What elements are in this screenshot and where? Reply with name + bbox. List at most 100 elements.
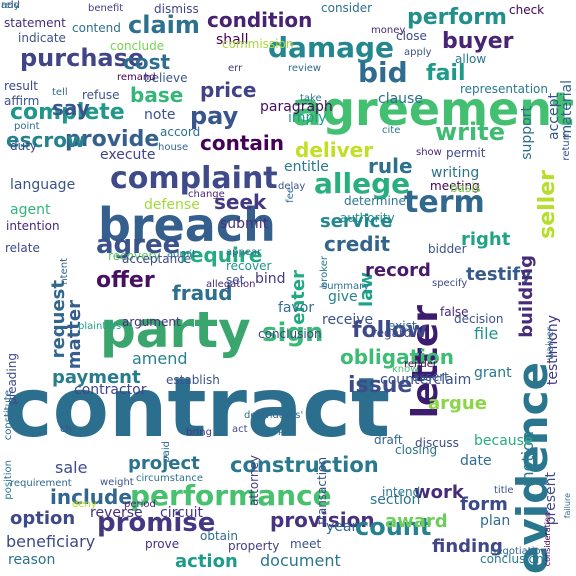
word: consideration bbox=[543, 512, 552, 567]
word: title bbox=[494, 485, 514, 496]
word: contract bbox=[4, 361, 391, 456]
word: condition bbox=[207, 8, 313, 32]
word: property bbox=[228, 539, 280, 553]
word: right bbox=[461, 229, 511, 250]
word: escrow bbox=[6, 128, 86, 152]
word: specify bbox=[432, 278, 468, 289]
word: provide bbox=[65, 127, 160, 152]
word: act bbox=[232, 424, 248, 435]
word: point bbox=[14, 121, 40, 132]
word: work bbox=[414, 482, 464, 503]
word: meeting bbox=[430, 179, 480, 193]
word: transaction bbox=[315, 457, 329, 525]
word: admit bbox=[167, 249, 196, 260]
word: construction bbox=[230, 453, 379, 477]
word: project bbox=[128, 453, 200, 474]
word: waiver bbox=[545, 327, 556, 361]
word: return bbox=[561, 130, 572, 161]
word: argument bbox=[122, 315, 181, 329]
word: review bbox=[288, 63, 322, 74]
word: requirement bbox=[10, 478, 72, 489]
word: apply bbox=[404, 47, 432, 58]
word: closing bbox=[395, 443, 438, 457]
word: shall bbox=[216, 32, 249, 48]
word: pay bbox=[190, 102, 239, 130]
word: permit bbox=[446, 146, 486, 160]
word: attorney bbox=[247, 455, 261, 506]
word: discuss bbox=[415, 436, 459, 450]
word: building bbox=[516, 255, 537, 338]
word: complaint bbox=[110, 161, 278, 196]
word: deny bbox=[72, 499, 97, 510]
word: fraud bbox=[172, 281, 233, 305]
word: action bbox=[175, 551, 238, 572]
word: breach bbox=[98, 198, 276, 252]
word: support bbox=[519, 106, 535, 160]
word: conclusion bbox=[480, 552, 544, 566]
word: authority bbox=[340, 211, 395, 225]
word: representation bbox=[460, 82, 549, 96]
word: service bbox=[320, 211, 393, 232]
word: set bbox=[226, 273, 245, 287]
word: circuit bbox=[160, 505, 203, 521]
word: relate bbox=[5, 241, 40, 255]
word: regard bbox=[372, 326, 412, 340]
word: dismiss bbox=[154, 2, 199, 16]
word: execute bbox=[100, 147, 156, 163]
word: constitute bbox=[3, 390, 14, 441]
word: statement bbox=[4, 16, 66, 30]
word: err bbox=[228, 63, 243, 74]
word: ch bbox=[60, 424, 72, 435]
word: clause bbox=[378, 91, 423, 107]
word: record bbox=[365, 260, 431, 281]
word: enter bbox=[288, 270, 309, 325]
word: document bbox=[260, 551, 341, 570]
word: accord bbox=[160, 125, 201, 139]
word: appear bbox=[226, 247, 262, 258]
word: perform bbox=[407, 5, 507, 30]
word: because bbox=[474, 433, 533, 449]
word: consider bbox=[321, 1, 373, 15]
word: close bbox=[396, 29, 427, 43]
word: ntent bbox=[59, 258, 70, 285]
word: conclude bbox=[110, 39, 165, 53]
word: change bbox=[188, 189, 225, 200]
word: bring bbox=[186, 427, 212, 438]
word: file bbox=[474, 324, 499, 343]
word: negotiation bbox=[490, 546, 547, 557]
word: remand bbox=[117, 72, 156, 83]
word: summary bbox=[322, 281, 370, 292]
word: section bbox=[370, 492, 421, 508]
word: beneficiary bbox=[6, 532, 96, 551]
word: plan bbox=[480, 513, 511, 529]
word: write bbox=[435, 118, 505, 146]
word: party bbox=[100, 301, 251, 359]
word: period bbox=[124, 499, 156, 510]
word: rely bbox=[1, 0, 20, 11]
word: fail bbox=[426, 61, 466, 86]
word: form bbox=[460, 494, 508, 515]
word: purchase bbox=[20, 44, 145, 72]
word: establish bbox=[166, 373, 220, 387]
word: term bbox=[404, 185, 485, 220]
word: allegation bbox=[206, 279, 256, 290]
word: defendants' bbox=[244, 410, 304, 421]
word: include bbox=[50, 485, 132, 509]
word: assert bbox=[412, 370, 449, 384]
word: writing bbox=[431, 165, 480, 181]
word: paragraph bbox=[260, 99, 333, 115]
word: seek bbox=[214, 190, 267, 214]
word: check bbox=[509, 3, 545, 17]
word: note bbox=[144, 107, 176, 123]
word: counterclaim bbox=[380, 372, 472, 388]
word: give bbox=[328, 289, 358, 305]
word: draft bbox=[374, 433, 403, 447]
word: circumstance bbox=[136, 473, 203, 484]
word: promise bbox=[97, 508, 216, 538]
word: recover bbox=[226, 259, 272, 273]
word: paid bbox=[161, 441, 172, 463]
word: payment bbox=[52, 367, 141, 388]
word: option bbox=[10, 508, 76, 529]
word: favor bbox=[278, 300, 315, 316]
word: determine bbox=[344, 194, 406, 208]
